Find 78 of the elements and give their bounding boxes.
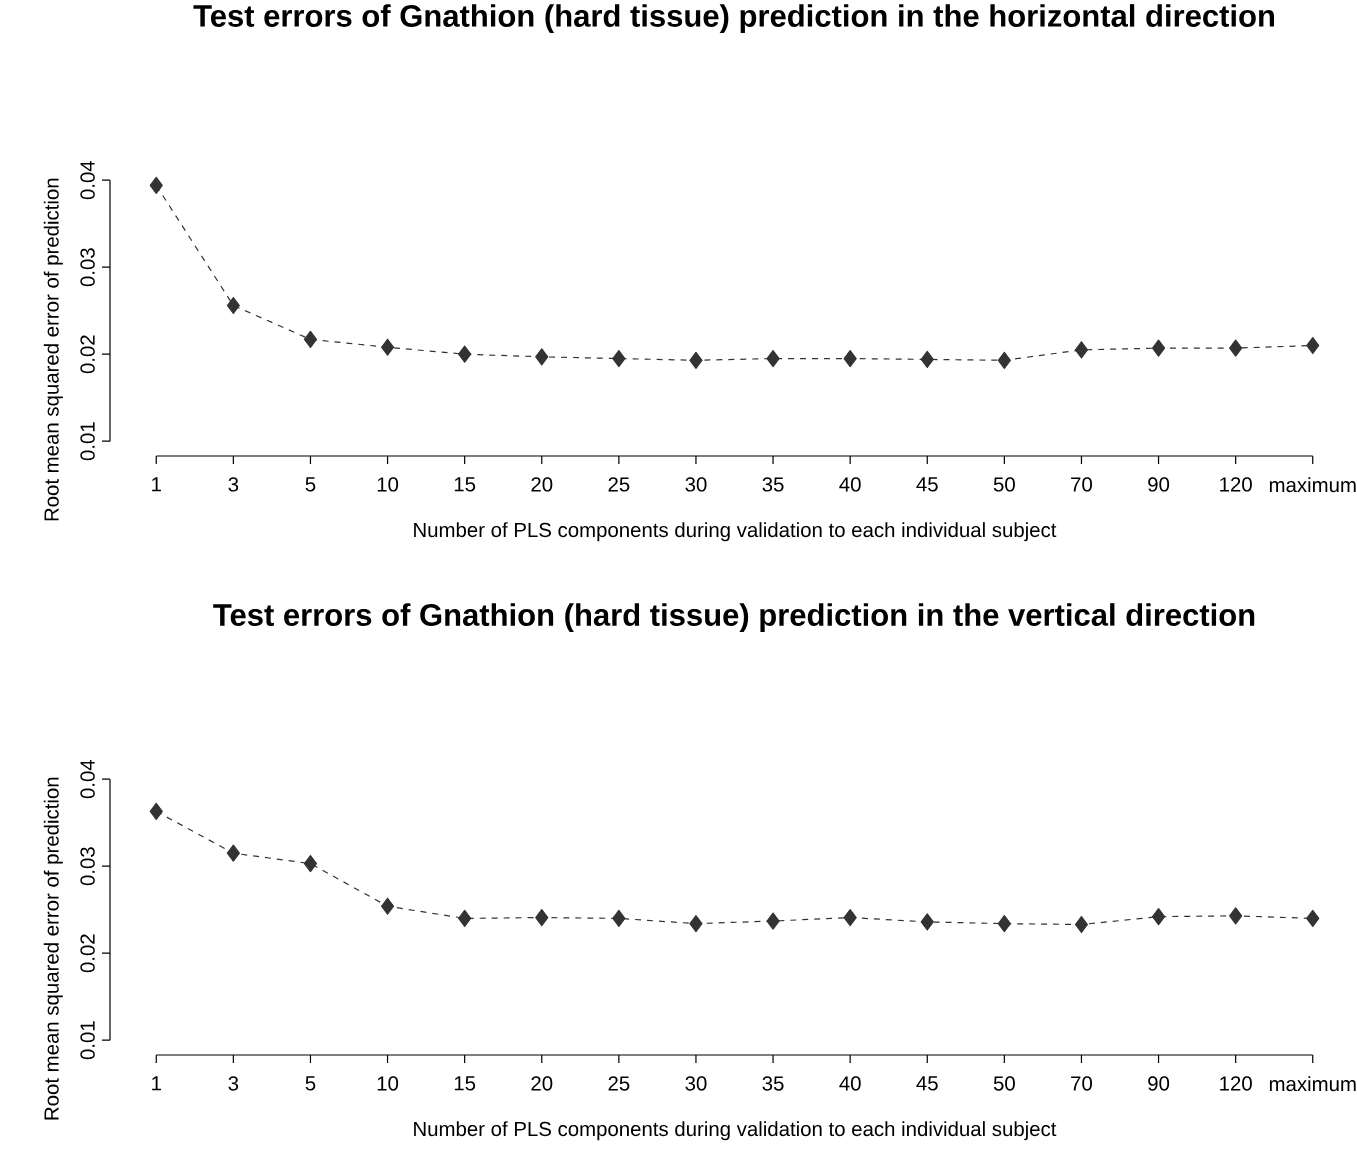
x-tick-label: 120 (1220, 477, 1252, 492)
x-tick-label: 3 (228, 1076, 239, 1091)
y-tick-label: 0.02 (80, 335, 95, 374)
x-tick-label: 35 (762, 477, 784, 492)
y-tick-label: 0.01 (80, 422, 95, 461)
point (843, 349, 857, 368)
x-tick-label: 25 (608, 1076, 630, 1091)
point (1151, 908, 1166, 926)
x-tick-label: 10 (377, 477, 399, 492)
x-tick-label: 5 (305, 1076, 316, 1091)
x-tick-label: 1 (152, 1076, 161, 1091)
point (612, 909, 626, 928)
x-tick-label: 40 (839, 1076, 861, 1091)
x-tick-label: maximum (1269, 1076, 1356, 1092)
y-tick-label: 0.03 (80, 248, 95, 287)
point (149, 176, 163, 195)
point (766, 349, 780, 368)
point (766, 912, 780, 930)
x-tick-label: 15 (454, 1076, 476, 1091)
x-tick-label: 30 (685, 1076, 707, 1091)
point (458, 909, 472, 928)
point (380, 897, 395, 915)
point (689, 351, 703, 369)
point (226, 296, 240, 315)
x-tick-label: 90 (1148, 1076, 1170, 1091)
point (535, 908, 549, 927)
point (535, 348, 549, 366)
y-tick-label: 0.04 (80, 759, 95, 799)
chart-title: Test errors of Gnathion (hard tissue) prediction in the vertical direction (213, 603, 1255, 633)
x-tick-label: 40 (839, 477, 861, 492)
point (458, 345, 472, 363)
x-tick-label: 70 (1071, 477, 1093, 492)
x-tick-label: 30 (685, 477, 707, 492)
y-tick-label: 0.02 (80, 934, 95, 973)
x-axis-title: Number of PLS components during validation to each individual subject (414, 522, 1057, 542)
x-axis-title: Number of PLS components during validation to each individual subject (414, 1121, 1057, 1141)
x-tick-label: maximum (1269, 477, 1356, 493)
y-tick-label: 0.04 (80, 160, 95, 200)
point (303, 330, 318, 349)
x-tick-label: 45 (916, 477, 938, 492)
point (1229, 339, 1243, 357)
y-tick-label: 0.03 (80, 847, 95, 886)
x-tick-label: 70 (1071, 1076, 1093, 1091)
point (843, 908, 857, 927)
y-tick-label: 0.01 (80, 1021, 95, 1060)
x-tick-label: 5 (305, 477, 316, 492)
point (1306, 336, 1320, 355)
point (997, 351, 1011, 369)
point (612, 349, 626, 368)
point (1229, 907, 1243, 925)
x-tick-label: 45 (916, 1076, 938, 1091)
point (1074, 915, 1089, 934)
x-tick-label: 50 (993, 477, 1015, 492)
y-axis-title: Root mean squared error of prediction (43, 777, 63, 1120)
x-tick-label: 20 (531, 1076, 553, 1091)
chart-title: Test errors of Gnathion (hard tissue) prediction in the horizontal direction (193, 4, 1274, 34)
point (380, 338, 395, 356)
x-tick-label: 90 (1148, 477, 1170, 492)
point (997, 915, 1011, 933)
point (226, 844, 240, 862)
x-tick-label: 50 (993, 1076, 1015, 1091)
x-tick-label: 120 (1220, 1076, 1252, 1091)
point (920, 350, 934, 369)
x-tick-label: 35 (762, 1076, 784, 1091)
point (920, 913, 934, 931)
x-tick-label: 1 (152, 477, 161, 492)
point (689, 915, 703, 933)
y-axis-title: Root mean squared error of prediction (43, 178, 63, 521)
x-tick-label: 15 (454, 477, 476, 492)
point (1151, 339, 1166, 357)
x-tick-label: 25 (608, 477, 630, 492)
point (1306, 909, 1320, 928)
x-tick-label: 3 (228, 477, 239, 492)
x-tick-label: 10 (377, 1076, 399, 1091)
point (303, 855, 318, 873)
point (1074, 341, 1089, 359)
x-tick-label: 20 (531, 477, 553, 492)
point (149, 802, 163, 821)
